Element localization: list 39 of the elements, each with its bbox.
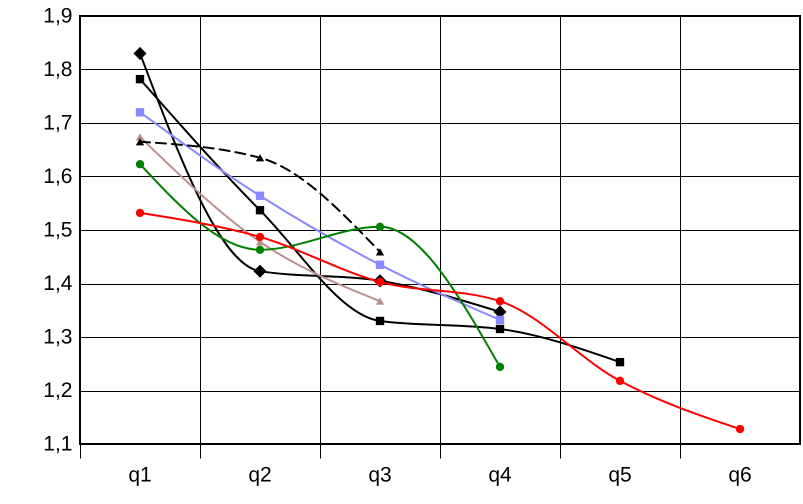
point xyxy=(496,296,504,306)
x-tick-label: q5 xyxy=(608,464,632,486)
point xyxy=(136,138,144,146)
x-tick-label: q6 xyxy=(728,464,752,486)
point xyxy=(496,316,504,324)
point xyxy=(376,316,384,326)
point xyxy=(376,248,384,256)
y-tick-label: 1,5 xyxy=(43,218,72,242)
point xyxy=(376,298,384,305)
point xyxy=(256,232,264,242)
x-tick-label: q2 xyxy=(248,464,272,486)
point xyxy=(496,324,504,334)
point xyxy=(256,154,264,162)
y-tick-label: 1,6 xyxy=(43,165,72,188)
point xyxy=(133,46,147,60)
point xyxy=(376,260,384,269)
y-tick-label: 1,2 xyxy=(43,379,72,402)
point xyxy=(136,160,144,168)
point xyxy=(736,424,744,434)
point xyxy=(136,208,144,218)
point xyxy=(256,206,264,214)
x-tick-label: q3 xyxy=(368,464,392,486)
y-tick-label: 1,3 xyxy=(43,326,72,348)
point xyxy=(376,222,384,231)
point xyxy=(616,376,624,386)
y-tick-label: 1,7 xyxy=(43,112,72,134)
y-tick-label: 1,1 xyxy=(43,432,72,456)
y-tick-label: 1,4 xyxy=(43,272,73,295)
point xyxy=(256,246,264,254)
y-tick-label: 1,9 xyxy=(43,4,72,28)
x-tick-label: q1 xyxy=(128,464,152,486)
point xyxy=(136,74,144,84)
point xyxy=(616,358,624,366)
point xyxy=(256,192,264,200)
point xyxy=(253,264,267,278)
x-tick-label: q4 xyxy=(488,464,512,486)
point xyxy=(136,108,144,116)
y-tick-label: 1,8 xyxy=(43,58,72,81)
point xyxy=(496,362,504,372)
